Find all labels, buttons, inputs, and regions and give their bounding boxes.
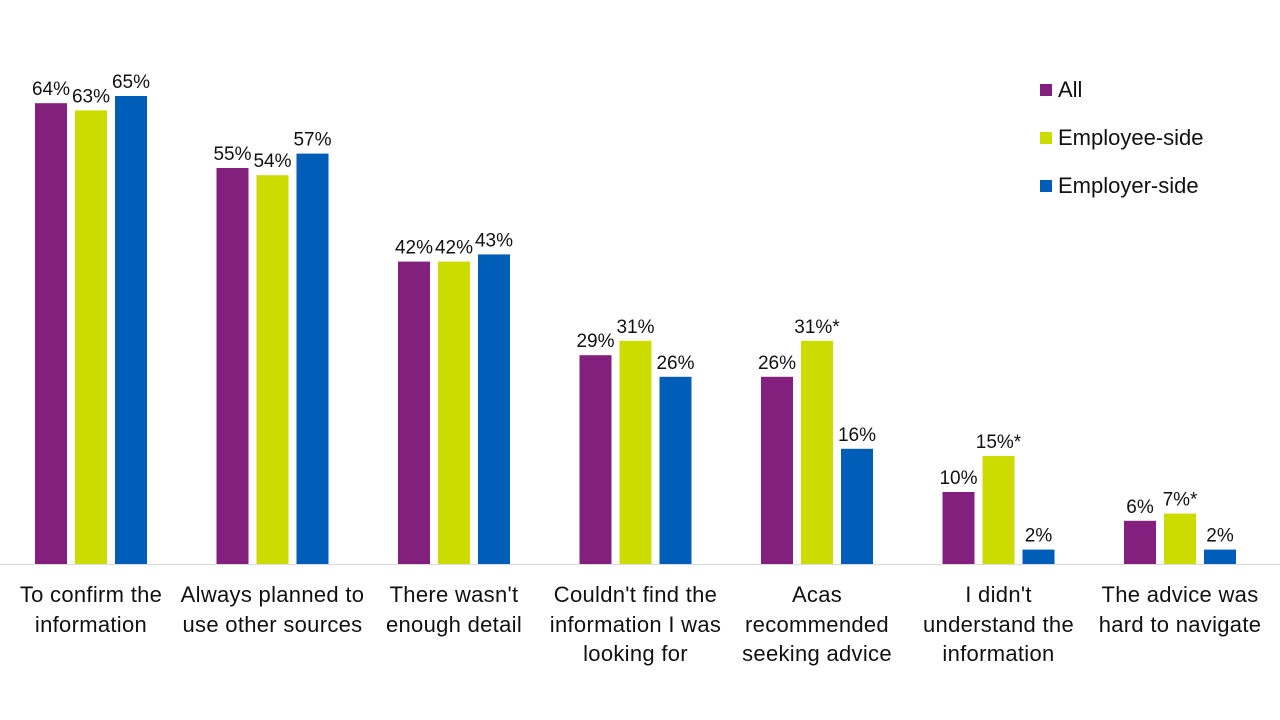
bar-employer-side [1022,549,1055,564]
data-label: 65% [112,72,150,93]
category-label: I didn't understand the information [923,582,1074,666]
legend-swatch [1040,132,1052,144]
bar-employer-side [1204,549,1236,564]
category-label: The advice was hard to navigate [1098,582,1262,637]
data-label: 54% [253,151,291,172]
legend-label: All [1058,77,1083,102]
bar-all [35,103,67,564]
bar-employer-side [841,448,873,564]
bar-employee-side [256,175,289,564]
category-label: There wasn't enough detail [385,582,523,637]
category-label: To confirm the information [19,582,163,637]
bar-employee-side [801,340,833,564]
data-label: 7%* [1163,490,1198,511]
data-label: 2% [1025,526,1053,547]
data-label: 63% [72,86,110,107]
data-label: 10% [939,468,977,489]
legend-item: Employee-side [1040,114,1204,162]
data-label: 2% [1206,526,1234,547]
data-label: 57% [293,130,331,151]
category-label: Always planned to use other sources [180,582,365,637]
bar-employer-side [115,96,147,564]
legend: All Employee-side Employer-side [1040,66,1204,210]
legend-label: Employee-side [1058,125,1204,150]
data-label: 26% [758,353,796,374]
data-label: 16% [838,425,876,446]
legend-swatch [1040,180,1052,192]
bar-all [579,355,612,564]
data-label: 31% [616,317,654,338]
data-label: 15%* [976,432,1022,453]
legend-item: All [1040,66,1204,114]
legend-swatch [1040,84,1052,96]
bar-all [942,492,975,564]
category-label: Couldn't find the information I was look… [549,582,722,666]
data-label: 55% [213,144,251,165]
data-label: 6% [1126,497,1154,518]
bar-employee-side [438,261,470,564]
bar-employee-side [75,110,107,565]
legend-label: Employer-side [1058,173,1199,198]
data-label: 29% [576,331,614,352]
bar-all [216,168,249,564]
bar-all [761,376,793,564]
data-label: 31%* [794,317,840,338]
legend-item: Employer-side [1040,162,1204,210]
data-label: 43% [475,230,513,251]
data-label: 42% [395,238,433,259]
bar-employee-side [1164,513,1196,564]
data-label: 26% [656,353,694,374]
bar-employee-side [619,340,652,564]
bar-employer-side [659,376,692,564]
bar-all [1124,520,1156,564]
bar-employee-side [982,456,1015,564]
data-label: 42% [435,238,473,259]
data-label: 64% [32,79,70,100]
bar-employer-side [296,153,329,564]
bar-employer-side [478,254,510,564]
bar-all [398,261,430,564]
category-label: Acas recommended seeking advice [742,582,892,666]
